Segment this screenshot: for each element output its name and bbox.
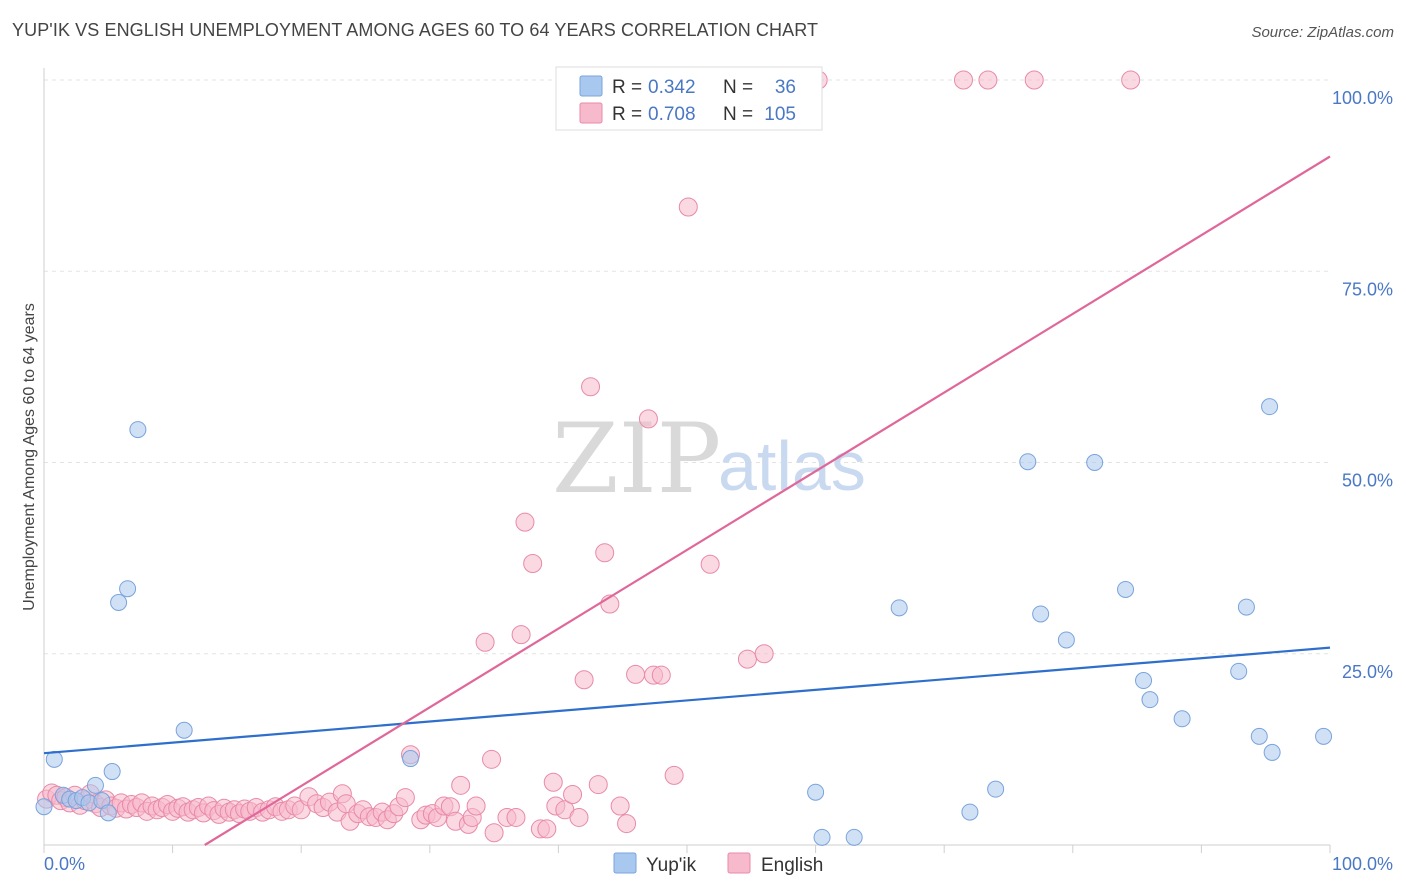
legend-n-value-yupik: 36 (775, 77, 796, 98)
english-point-82 (506, 807, 526, 827)
yupik-point-9 (99, 804, 117, 822)
english-point-114 (1121, 70, 1141, 90)
yupik-point-7 (86, 776, 104, 794)
english-point-113 (1024, 70, 1044, 90)
yupik-point-35 (1315, 727, 1333, 745)
english-point-111 (953, 70, 973, 90)
legend-stats: R = 0.342 N = 36 R = 0.708 N = 105 (555, 66, 823, 131)
yupik-point-13 (129, 421, 147, 439)
english-point-94 (581, 377, 601, 397)
yupik-point-12 (119, 580, 137, 598)
yupik-point-30 (1230, 662, 1248, 680)
english-point-99 (617, 814, 637, 834)
english-point-77 (466, 796, 486, 816)
yupik-point-19 (890, 599, 908, 617)
yupik-point-27 (1135, 672, 1153, 690)
legend-n-value-english: 105 (764, 104, 796, 125)
legend-bottom-label-english: English (761, 855, 823, 876)
yupik-point-34 (1263, 743, 1281, 761)
english-point-108 (737, 649, 757, 669)
yupik-point-22 (1019, 453, 1037, 471)
yupik-point-33 (1261, 398, 1279, 416)
yupik-point-11 (110, 593, 128, 611)
y-tick-label-3: 100.0% (1332, 88, 1393, 108)
yupik-point-23 (1032, 605, 1050, 623)
yupik-point-20 (961, 803, 979, 821)
legend-swatch-yupik (579, 75, 603, 97)
english-point-104 (664, 765, 684, 785)
english-point-95 (588, 775, 608, 795)
english-point-80 (484, 823, 504, 843)
legend-bottom-swatch-yupik (613, 852, 637, 874)
y-tick-label-1: 50.0% (1342, 471, 1393, 491)
legend-r-value-english: 0.708 (648, 104, 696, 125)
english-point-98 (610, 796, 630, 816)
legend-bottom-label-yupik: Yup'ik (646, 855, 697, 876)
legend-series: Yup'ik English (613, 852, 823, 876)
english-trend-line (204, 155, 1331, 846)
gridlines (44, 79, 1330, 655)
yupik-point-15 (402, 750, 420, 768)
y-tick-labels: 25.0% 50.0% 75.0% 100.0% (1332, 88, 1393, 682)
chart-title: YUP'IK VS ENGLISH UNEMPLOYMENT AMONG AGE… (12, 20, 819, 40)
x-tick-label-max: 100.0% (1332, 854, 1393, 874)
yupik-point-24 (1057, 631, 1075, 649)
legend-r-label-english: R = (612, 104, 642, 125)
yupik-point-14 (175, 721, 193, 739)
yupik-point-26 (1117, 580, 1135, 598)
english-point-96 (595, 543, 615, 563)
x-tick-label-min: 0.0% (44, 854, 85, 874)
y-axis-label: Unemployment Among Ages 60 to 64 years (21, 303, 38, 611)
yupik-point-32 (1250, 727, 1268, 745)
english-point-101 (638, 409, 658, 429)
legend-n-label-english: N = (723, 104, 753, 125)
legend-bottom-swatch-english (727, 852, 751, 874)
y-tick-label-2: 75.0% (1342, 279, 1393, 299)
yupik-point-31 (1237, 598, 1255, 616)
english-point-79 (482, 749, 502, 769)
english-point-78 (475, 632, 495, 652)
english-point-83 (511, 625, 531, 645)
english-point-107 (700, 554, 720, 574)
yupik-point-17 (813, 828, 831, 846)
legend-swatch-english (579, 102, 603, 124)
yupik-point-21 (987, 780, 1005, 798)
watermark-zip: ZIP (552, 403, 721, 515)
english-point-100 (626, 664, 646, 684)
yupik-point-18 (845, 828, 863, 846)
yupik-point-16 (807, 783, 825, 801)
legend-n-label-yupik: N = (723, 77, 753, 98)
english-point-87 (537, 819, 557, 839)
english-point-74 (451, 775, 471, 795)
english-point-85 (523, 553, 543, 573)
english-point-88 (543, 772, 563, 792)
yupik-points (35, 398, 1333, 846)
source-credit: Source: ZipAtlas.com (1251, 24, 1394, 41)
yupik-point-10 (103, 763, 121, 781)
yupik-point-28 (1141, 691, 1159, 709)
english-point-91 (563, 785, 583, 805)
english-point-92 (569, 807, 589, 827)
legend-r-value-yupik: 0.342 (648, 77, 696, 98)
legend-r-label-yupik: R = (612, 77, 642, 98)
english-point-103 (651, 665, 671, 685)
yupik-point-0 (35, 798, 53, 816)
watermark-atlas: atlas (718, 427, 866, 505)
yupik-point-29 (1173, 710, 1191, 728)
english-point-84 (515, 512, 535, 532)
english-point-93 (574, 670, 594, 690)
axes (43, 68, 1331, 853)
y-tick-label-0: 25.0% (1342, 662, 1393, 682)
trend-lines (43, 155, 1331, 846)
english-point-105 (678, 197, 698, 217)
yupik-point-25 (1086, 454, 1104, 471)
yupik-trend-line (43, 646, 1331, 755)
english-point-65 (395, 788, 415, 808)
english-point-112 (978, 70, 998, 90)
english-point-109 (754, 644, 774, 664)
